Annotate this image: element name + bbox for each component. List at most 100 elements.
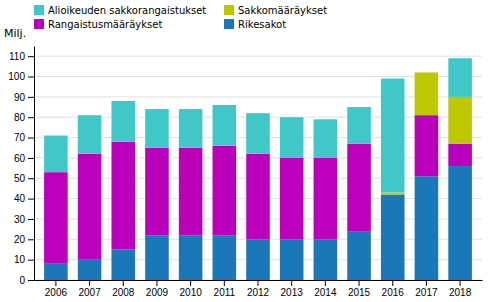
bar bbox=[246, 113, 270, 154]
tick: 90 bbox=[14, 92, 34, 103]
tick-mark bbox=[460, 280, 461, 286]
tick: 50 bbox=[14, 173, 34, 184]
tick-mark bbox=[28, 97, 34, 98]
tick: 2008 bbox=[112, 280, 135, 298]
tick-label: 80 bbox=[14, 112, 26, 123]
x-axis: 2006200720082009201020112012201320142015… bbox=[35, 280, 483, 298]
tick: 60 bbox=[14, 153, 34, 164]
tick-mark bbox=[392, 280, 393, 286]
tick-mark bbox=[28, 158, 34, 159]
bar bbox=[145, 235, 169, 280]
tick-mark bbox=[28, 117, 34, 118]
tick-label: 2007 bbox=[78, 287, 101, 298]
tick-mark bbox=[28, 77, 34, 78]
plot: 2006200720082009201020112012201320142015… bbox=[8, 47, 482, 299]
tick: 80 bbox=[14, 112, 34, 123]
bar bbox=[246, 239, 270, 280]
legend-item: Rikesakot bbox=[224, 19, 286, 30]
legend-swatch bbox=[34, 5, 44, 15]
bar bbox=[145, 148, 169, 235]
chart: 2006200720082009201020112012201320142015… bbox=[0, 0, 492, 302]
bar bbox=[415, 115, 439, 176]
tick: 2011 bbox=[214, 280, 236, 298]
bar bbox=[179, 148, 203, 235]
bar bbox=[44, 136, 68, 173]
bar bbox=[145, 109, 169, 148]
tick-label: 40 bbox=[14, 193, 26, 204]
bar bbox=[415, 72, 439, 73]
bar bbox=[347, 107, 371, 144]
tick: 2018 bbox=[449, 280, 472, 298]
legend-item: Alioikeuden sakkorangaistukset bbox=[34, 5, 206, 16]
tick-mark bbox=[28, 199, 34, 200]
tick-label: 2016 bbox=[382, 287, 405, 298]
tick-mark bbox=[156, 280, 157, 286]
tick-mark bbox=[28, 219, 34, 220]
tick: 110 bbox=[9, 51, 34, 62]
tick-label: 2012 bbox=[247, 287, 270, 298]
tick-mark bbox=[28, 280, 34, 281]
bar bbox=[44, 264, 68, 280]
tick-mark bbox=[258, 280, 259, 286]
tick-mark bbox=[28, 178, 34, 179]
series-bars bbox=[44, 58, 472, 192]
tick: 70 bbox=[14, 132, 34, 143]
tick-label: 70 bbox=[14, 132, 26, 143]
tick: 20 bbox=[14, 234, 34, 245]
axis-title: Milj. bbox=[4, 27, 26, 40]
tick-mark bbox=[190, 280, 191, 286]
tick-mark bbox=[325, 280, 326, 286]
tick-label: 100 bbox=[8, 71, 25, 82]
bar bbox=[111, 142, 135, 250]
bar bbox=[280, 158, 304, 239]
bar bbox=[347, 231, 371, 280]
tick-mark bbox=[224, 280, 225, 286]
tick-label: 2013 bbox=[281, 287, 304, 298]
tick-label: 2017 bbox=[415, 287, 438, 298]
tick: 30 bbox=[14, 214, 34, 225]
bar bbox=[280, 117, 304, 158]
legend-item: Rangaistusmääräykset bbox=[34, 19, 162, 30]
tick-label: 2014 bbox=[314, 287, 337, 298]
legend: Alioikeuden sakkorangaistukset Sakkomäärä… bbox=[34, 5, 327, 30]
bar bbox=[415, 72, 439, 115]
grid-line bbox=[34, 56, 482, 57]
tick-label: 110 bbox=[9, 51, 25, 62]
legend-label: Alioikeuden sakkorangaistukset bbox=[48, 5, 206, 16]
tick-mark bbox=[291, 280, 292, 286]
tick: 2009 bbox=[146, 280, 169, 298]
bar bbox=[448, 166, 472, 280]
legend-swatch bbox=[34, 19, 44, 29]
legend-item: Sakkomääräykset bbox=[224, 5, 327, 16]
tick: 10 bbox=[14, 254, 34, 265]
tick-label: 2011 bbox=[214, 287, 236, 298]
tick: 2014 bbox=[314, 280, 337, 298]
bar bbox=[179, 109, 203, 148]
y-axis: 0 10 20 30 40 50 60 70 80 90 100 110 bbox=[8, 47, 34, 286]
tick-label: 2006 bbox=[45, 287, 68, 298]
tick: 2016 bbox=[382, 280, 405, 298]
bar bbox=[111, 101, 135, 142]
tick-mark bbox=[28, 260, 34, 261]
bar bbox=[381, 195, 405, 280]
tick-mark bbox=[55, 280, 56, 286]
bar bbox=[381, 79, 405, 193]
bar bbox=[44, 172, 68, 264]
bar bbox=[280, 239, 304, 280]
bar bbox=[448, 97, 472, 144]
bar bbox=[78, 154, 102, 260]
tick-mark bbox=[426, 280, 427, 286]
tick-label: 2018 bbox=[449, 287, 472, 298]
bar bbox=[314, 119, 338, 158]
axis-line bbox=[34, 47, 35, 281]
bar bbox=[314, 239, 338, 280]
bar bbox=[415, 176, 439, 280]
tick: 100 bbox=[8, 71, 34, 82]
tick: 2012 bbox=[247, 280, 270, 298]
legend-swatch bbox=[224, 5, 234, 15]
bar bbox=[213, 105, 237, 146]
tick: 2017 bbox=[415, 280, 438, 298]
tick-label: 0 bbox=[19, 275, 25, 286]
tick-label: 2008 bbox=[112, 287, 135, 298]
tick-label: 2010 bbox=[180, 287, 203, 298]
